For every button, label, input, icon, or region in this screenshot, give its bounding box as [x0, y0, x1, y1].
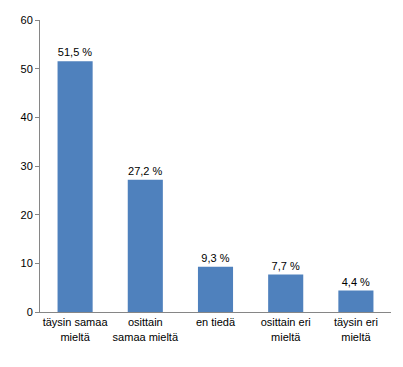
svg-text:4,4 %: 4,4 % — [342, 276, 370, 288]
svg-text:27,2 %: 27,2 % — [128, 165, 162, 177]
svg-text:osittainsamaa mieltä: osittainsamaa mieltä — [113, 316, 179, 342]
svg-text:9,3 %: 9,3 % — [201, 252, 229, 264]
svg-text:10: 10 — [21, 257, 33, 269]
svg-text:täysin erimieltä: täysin erimieltä — [334, 316, 378, 342]
svg-text:40: 40 — [21, 111, 33, 123]
svg-text:osittain erimieltä: osittain erimieltä — [261, 316, 311, 342]
svg-text:täysin samaamieltä: täysin samaamieltä — [43, 316, 109, 342]
svg-text:7,7 %: 7,7 % — [272, 260, 300, 272]
svg-text:20: 20 — [21, 209, 33, 221]
svg-text:51,5 %: 51,5 % — [58, 46, 92, 58]
svg-text:50: 50 — [21, 63, 33, 75]
svg-text:0: 0 — [27, 306, 33, 318]
svg-text:60: 60 — [21, 14, 33, 26]
svg-text:en tiedä: en tiedä — [196, 316, 236, 328]
svg-text:30: 30 — [21, 160, 33, 172]
